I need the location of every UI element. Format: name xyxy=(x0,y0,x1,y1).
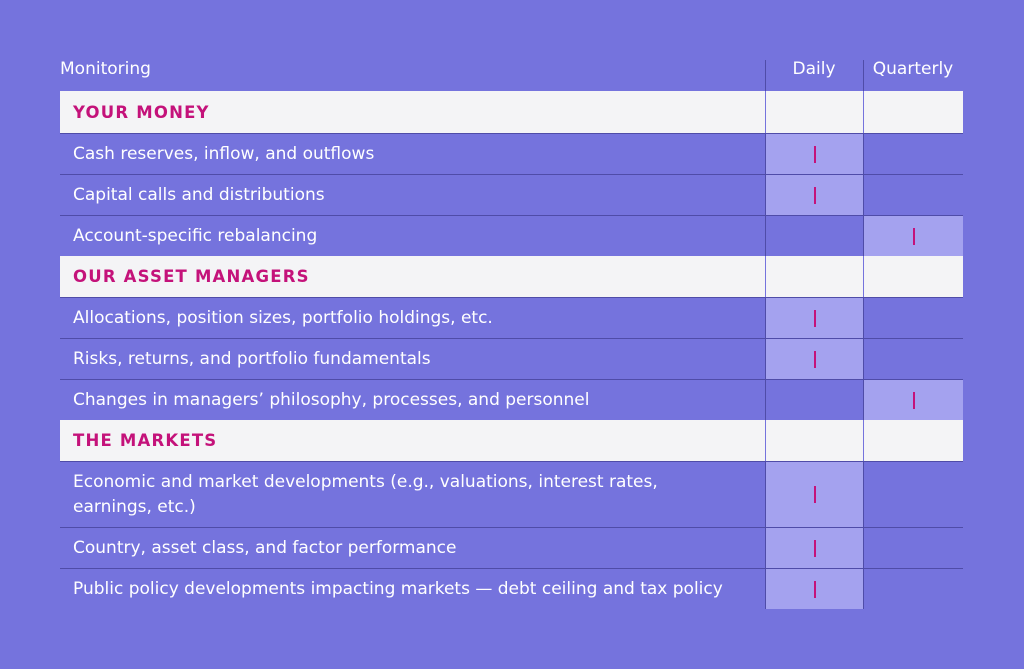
table-header: Monitoring Daily Quarterly xyxy=(60,51,963,91)
table-row: Allocations, position sizes, portfolio h… xyxy=(60,297,963,338)
check-mark-icon xyxy=(912,391,915,409)
table-row: Capital calls and distributions xyxy=(60,174,963,215)
column-divider-daily xyxy=(765,60,766,91)
quarterly-cell xyxy=(863,216,963,256)
section-the-markets: THE MARKETS xyxy=(60,420,963,461)
quarterly-cell xyxy=(863,569,963,609)
quarterly-cell xyxy=(863,175,963,215)
section-quarterly-cell xyxy=(863,256,963,297)
monitoring-table: Monitoring Daily Quarterly YOUR MONEY Ca… xyxy=(60,51,963,609)
section-our-asset-managers: OUR ASSET MANAGERS xyxy=(60,256,963,297)
section-daily-cell xyxy=(765,91,863,133)
quarterly-cell xyxy=(863,528,963,568)
daily-cell xyxy=(765,175,863,215)
row-label: Capital calls and distributions xyxy=(73,184,325,205)
table-row: Changes in managers’ philosophy, process… xyxy=(60,379,963,420)
daily-cell xyxy=(765,134,863,174)
row-label: Economic and market developments (e.g., … xyxy=(73,471,658,517)
table-row: Public policy developments impacting mar… xyxy=(60,568,963,609)
daily-cell xyxy=(765,339,863,379)
row-label: Allocations, position sizes, portfolio h… xyxy=(73,307,493,328)
header-quarterly: Quarterly xyxy=(872,59,954,79)
section-title: YOUR MONEY xyxy=(73,102,210,122)
table-row: Economic and market developments (e.g., … xyxy=(60,461,963,527)
quarterly-cell xyxy=(863,462,963,527)
row-label: Public policy developments impacting mar… xyxy=(73,578,723,599)
quarterly-cell xyxy=(863,380,963,420)
section-quarterly-cell xyxy=(863,91,963,133)
row-label: Changes in managers’ philosophy, process… xyxy=(73,389,590,410)
section-your-money: YOUR MONEY xyxy=(60,91,963,133)
header-daily: Daily xyxy=(792,59,836,79)
daily-cell xyxy=(765,298,863,338)
daily-cell xyxy=(765,380,863,420)
section-daily-cell xyxy=(765,256,863,297)
check-mark-icon xyxy=(813,350,816,368)
check-mark-icon xyxy=(813,145,816,163)
check-mark-icon xyxy=(813,486,816,503)
check-mark-icon xyxy=(813,186,816,204)
check-mark-icon xyxy=(813,539,816,557)
daily-cell xyxy=(765,216,863,256)
quarterly-cell xyxy=(863,134,963,174)
row-label: Cash reserves, inflow, and outflows xyxy=(73,143,375,164)
row-label: Country, asset class, and factor perform… xyxy=(73,537,457,558)
header-monitoring: Monitoring xyxy=(60,59,151,79)
table-row: Cash reserves, inflow, and outflows xyxy=(60,133,963,174)
quarterly-cell xyxy=(863,298,963,338)
section-daily-cell xyxy=(765,420,863,461)
quarterly-cell xyxy=(863,339,963,379)
check-mark-icon xyxy=(813,580,816,598)
section-quarterly-cell xyxy=(863,420,963,461)
check-mark-icon xyxy=(912,227,915,245)
check-mark-icon xyxy=(813,309,816,327)
column-divider-quarterly xyxy=(863,60,864,91)
table-row: Country, asset class, and factor perform… xyxy=(60,527,963,568)
daily-cell xyxy=(765,462,863,527)
daily-cell xyxy=(765,528,863,568)
section-title: THE MARKETS xyxy=(73,431,218,450)
daily-cell xyxy=(765,569,863,609)
row-label: Risks, returns, and portfolio fundamenta… xyxy=(73,348,431,369)
table-row: Risks, returns, and portfolio fundamenta… xyxy=(60,338,963,379)
row-label: Account-specific rebalancing xyxy=(73,225,318,246)
section-title: OUR ASSET MANAGERS xyxy=(73,267,310,286)
table-row: Account-specific rebalancing xyxy=(60,215,963,256)
